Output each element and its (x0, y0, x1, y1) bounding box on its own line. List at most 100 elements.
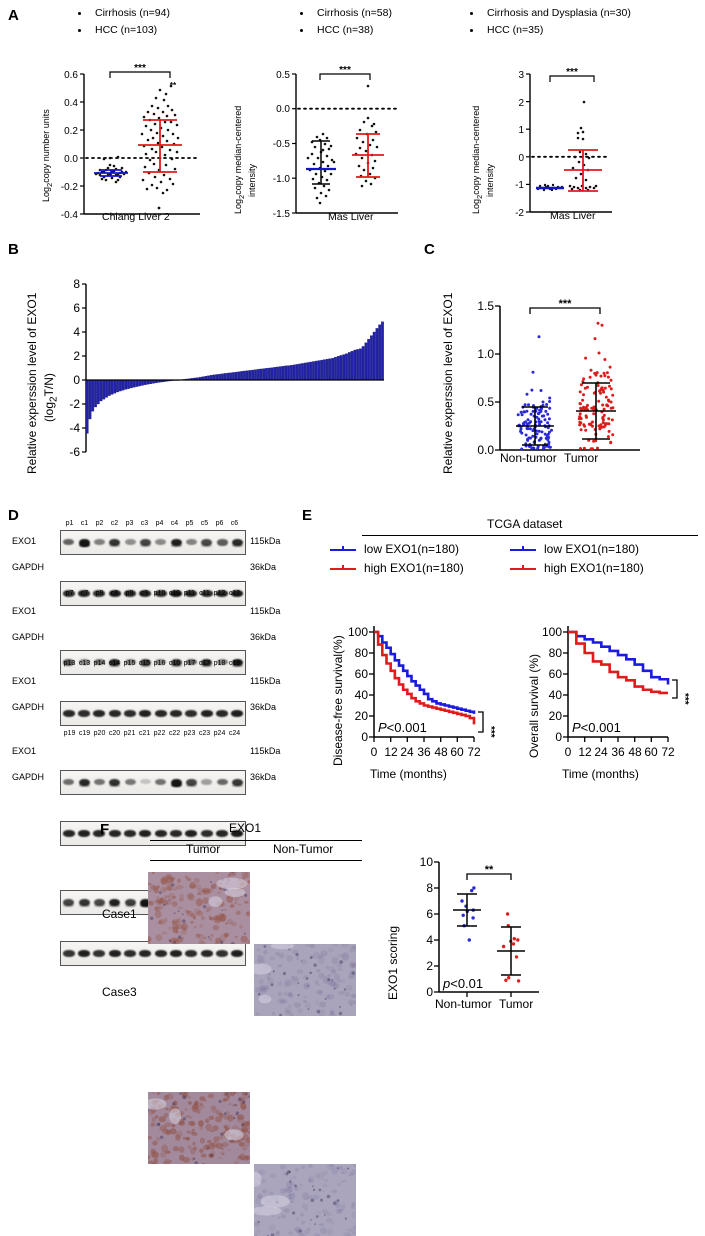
data-point (610, 387, 613, 390)
bar (293, 365, 295, 380)
blot-lane-label: c14 (107, 660, 122, 668)
blot-row-label: EXO1 (12, 537, 36, 547)
data-point (596, 447, 599, 450)
bar (210, 375, 212, 380)
bar (282, 366, 284, 380)
svg-text:0.0: 0.0 (477, 443, 494, 457)
data-point (605, 396, 608, 399)
blot-band (201, 779, 212, 785)
blot-lane-label: p10 (152, 590, 167, 598)
ihc-tissue-render (254, 1164, 356, 1236)
data-point (600, 423, 603, 426)
blot-band-secondary (201, 544, 212, 547)
svg-text:***: *** (134, 63, 146, 74)
bar (365, 343, 367, 380)
blot-lane-label: c15 (137, 660, 152, 668)
data-point (595, 374, 598, 377)
bar (343, 355, 345, 380)
data-point (598, 389, 601, 392)
bar (287, 366, 289, 380)
blot-lane-label: p19 (62, 730, 77, 738)
blot-band (201, 950, 213, 957)
svg-text:-0.2: -0.2 (61, 182, 79, 193)
data-point (524, 420, 527, 423)
bar (290, 365, 292, 380)
data-point (601, 324, 604, 327)
blot-strip-gapdh (60, 941, 246, 966)
ihc-image-case3-nontumor (254, 1164, 356, 1236)
data-point (550, 429, 553, 432)
data-point (585, 414, 588, 417)
bar (351, 351, 353, 380)
panel-f-xlabel-tumor: Tumor (499, 998, 533, 1011)
legend-dot-icon (470, 12, 473, 15)
svg-text:8: 8 (426, 881, 433, 895)
blot-band (124, 710, 136, 717)
blot-band-secondary (109, 544, 120, 547)
panel-a-chart-2: Log2copy median-centered intensity 0.5 0… (228, 62, 418, 227)
blot-lane-label: c8 (107, 590, 122, 598)
bar (321, 360, 323, 380)
blot-lane-label: c12 (227, 590, 242, 598)
svg-text:3: 3 (518, 70, 524, 81)
bar (326, 359, 328, 380)
panel-a-chart2-ylabel: Log2copy median-centered (234, 94, 246, 214)
data-point (468, 938, 471, 941)
blot-row-label: GAPDH (12, 563, 44, 573)
data-point (597, 384, 600, 387)
panel-c-plot: 1.5 1.0 0.5 0.0 *** (424, 262, 694, 487)
svg-text:0: 0 (371, 745, 378, 759)
legend-label-low: low EXO1(n=180) (544, 543, 639, 556)
svg-text:0.6: 0.6 (64, 70, 78, 81)
data-point (582, 377, 585, 380)
data-point (611, 406, 614, 409)
data-point (539, 438, 542, 441)
panel-f-row-label-case3: Case3 (102, 986, 137, 999)
bar (119, 380, 121, 391)
svg-text:4: 4 (73, 325, 80, 339)
bar (279, 367, 281, 380)
blot-band (231, 710, 243, 717)
bar (265, 368, 267, 380)
bar (373, 332, 375, 380)
blot-band (185, 950, 197, 957)
blot-band-secondary (79, 904, 90, 907)
blot-lane-label: p13 (62, 660, 77, 668)
bar (108, 380, 110, 396)
data-point (513, 937, 516, 940)
blot-band (217, 539, 228, 546)
data-point (598, 352, 601, 355)
blot-band (217, 779, 228, 786)
data-point (540, 407, 543, 410)
panel-a-chart2-ylabel2: intensity (248, 164, 258, 197)
blot-lane-label: p5 (182, 520, 197, 528)
data-point (580, 428, 583, 431)
blot-band (78, 950, 90, 957)
blot-band (63, 539, 74, 546)
blot-mw-label: 36kDa (250, 703, 276, 713)
data-point (532, 410, 535, 413)
panel-e-chart1-plot: 100 80 60 40 20 0 0 12 24 36 48 (318, 590, 508, 790)
panel-e-chart2-ylabel: Overall survival (%) (528, 654, 541, 758)
bar (136, 380, 138, 387)
blot-lane-label: c21 (137, 730, 152, 738)
blot-band (93, 710, 105, 717)
bar (144, 380, 146, 385)
blot-band-secondary (79, 784, 90, 787)
data-point (532, 371, 535, 374)
data-point (524, 403, 527, 406)
ihc-image-case1-nontumor (254, 944, 356, 1016)
blot-lane-label: p1 (62, 520, 77, 528)
data-point (582, 393, 585, 396)
data-point (530, 413, 533, 416)
panel-f-group-title: EXO1 (229, 822, 261, 835)
bar (329, 359, 331, 380)
svg-text:0: 0 (565, 745, 572, 759)
panel-e-chart1-xlabel: Time (months) (370, 768, 447, 781)
panel-a-chart1-plot: 0.6 0.4 0.2 0.0 -0.2 -0.4 *** ** (30, 62, 230, 227)
panel-b: Relative experssion level of EXO1 (log2T… (10, 262, 400, 487)
data-point (603, 358, 606, 361)
panel-e-chart-2: Overall survival (%) 100 80 60 40 20 0 0… (500, 590, 700, 790)
svg-text:-2: -2 (69, 397, 80, 411)
